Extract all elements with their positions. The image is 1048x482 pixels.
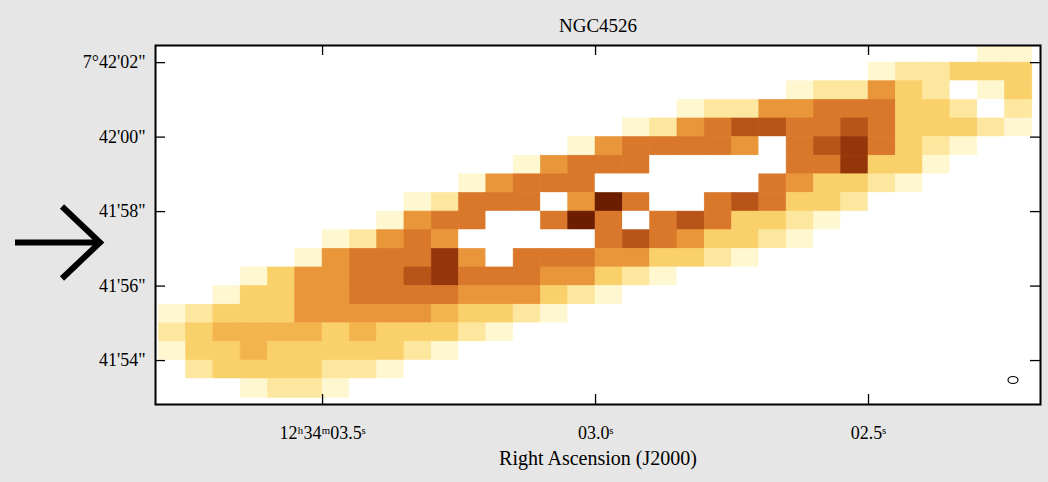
svg-text:NGC4526: NGC4526 bbox=[559, 15, 637, 36]
svg-text:41'54": 41'54" bbox=[99, 350, 146, 370]
svg-text:02.5ˢ: 02.5ˢ bbox=[851, 423, 887, 443]
svg-text:42'00": 42'00" bbox=[99, 127, 146, 147]
svg-text:12ʰ34ᵐ03.5ˢ: 12ʰ34ᵐ03.5ˢ bbox=[280, 423, 366, 443]
svg-text:Right Ascension (J2000): Right Ascension (J2000) bbox=[499, 447, 697, 470]
svg-text:03.0ˢ: 03.0ˢ bbox=[578, 423, 614, 443]
svg-text:7°42'02": 7°42'02" bbox=[83, 52, 146, 72]
svg-text:41'58": 41'58" bbox=[99, 201, 146, 221]
svg-text:41'56": 41'56" bbox=[99, 276, 146, 296]
